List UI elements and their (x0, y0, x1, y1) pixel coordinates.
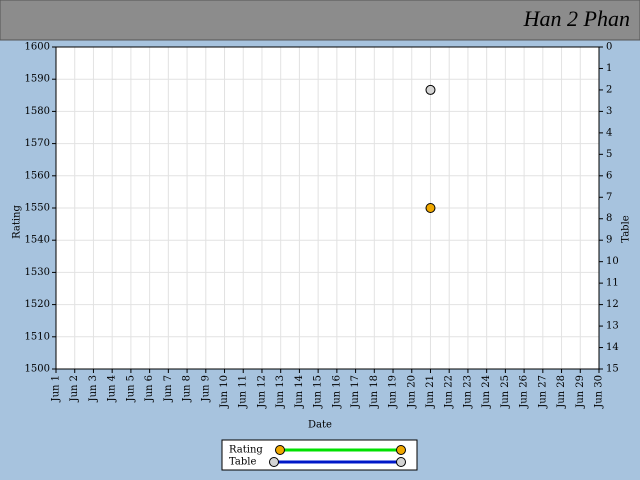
y-tick-label: 1510 (25, 331, 50, 342)
x-tick-label: Jun 25 (500, 375, 511, 409)
y-tick-label: 1520 (25, 299, 50, 310)
x-tick-label: Jun 9 (200, 375, 211, 402)
y2-tick-label: 1 (606, 63, 612, 74)
x-tick-label: Jun 13 (275, 375, 286, 409)
legend-marker (275, 445, 285, 455)
y2-tick-label: 14 (606, 342, 619, 353)
y2-tick-label: 12 (606, 299, 619, 310)
y-tick-label: 1560 (25, 170, 50, 181)
x-axis-label: Date (308, 420, 332, 431)
title-bar (0, 0, 640, 41)
y2-tick-label: 10 (606, 256, 619, 267)
legend-marker (396, 445, 406, 455)
legend (221, 439, 418, 471)
x-tick-label: Jun 5 (125, 375, 136, 402)
y-tick-label: 1600 (25, 42, 50, 53)
y2-tick-label: 9 (606, 235, 612, 246)
x-tick-label: Jun 17 (350, 375, 361, 409)
y2-axis-label: Table (621, 215, 632, 242)
x-tick-label: Jun 23 (462, 375, 473, 409)
x-tick-label: Jun 7 (163, 375, 174, 402)
y-tick-label: 1550 (25, 203, 50, 214)
y2-tick-label: 2 (606, 84, 612, 95)
y2-tick-label: 13 (606, 321, 619, 332)
x-tick-label: Jun 26 (519, 375, 530, 409)
y2-tick-label: 8 (606, 213, 612, 224)
x-tick-label: Jun 21 (425, 375, 436, 409)
y-tick-label: 1500 (25, 364, 50, 375)
y-tick-label: 1530 (25, 267, 50, 278)
legend-label: Rating (229, 445, 263, 456)
x-tick-label: Jun 10 (219, 375, 230, 409)
x-tick-label: Jun 20 (406, 375, 417, 409)
y2-tick-label: 4 (606, 127, 612, 138)
legend-label: Table (229, 457, 256, 468)
x-tick-label: Jun 18 (369, 375, 380, 409)
y-axis-label: Rating (12, 205, 23, 239)
y-tick-label: 1570 (25, 138, 50, 149)
x-tick-label: Jun 6 (144, 375, 155, 402)
x-tick-label: Jun 22 (444, 375, 455, 409)
legend-marker (269, 457, 279, 467)
x-tick-label: Jun 19 (388, 375, 399, 409)
y2-tick-label: 5 (606, 149, 612, 160)
x-tick-label: Jun 14 (294, 375, 305, 409)
y2-tick-label: 6 (606, 170, 612, 181)
legend-marker (396, 457, 406, 467)
x-tick-label: Jun 30 (594, 375, 605, 409)
x-tick-label: Jun 2 (69, 375, 80, 402)
x-tick-label: Jun 12 (256, 375, 267, 409)
chart-title: Han 2 Phan (523, 6, 630, 31)
y2-tick-label: 0 (606, 42, 612, 53)
plot-frame (55, 46, 600, 370)
y-tick-label: 1590 (25, 74, 50, 85)
x-tick-label: Jun 16 (331, 375, 342, 409)
y2-tick-label: 3 (606, 106, 612, 117)
x-tick-label: Jun 8 (182, 375, 193, 402)
x-tick-label: Jun 4 (107, 375, 118, 402)
y-tick-label: 1580 (25, 106, 50, 117)
data-point (425, 84, 436, 95)
y2-tick-label: 11 (606, 278, 619, 289)
x-tick-label: Jun 3 (88, 375, 99, 402)
data-point (425, 203, 436, 213)
x-tick-label: Jun 15 (313, 375, 324, 409)
x-tick-label: Jun 1 (51, 375, 62, 402)
x-tick-label: Jun 27 (537, 375, 548, 409)
y2-tick-label: 15 (606, 364, 619, 375)
x-tick-label: Jun 11 (238, 375, 249, 409)
x-tick-label: Jun 29 (575, 375, 586, 409)
x-tick-label: Jun 28 (556, 375, 567, 409)
y2-tick-label: 7 (606, 192, 612, 203)
x-tick-label: Jun 24 (481, 375, 492, 409)
y-tick-label: 1540 (25, 235, 50, 246)
